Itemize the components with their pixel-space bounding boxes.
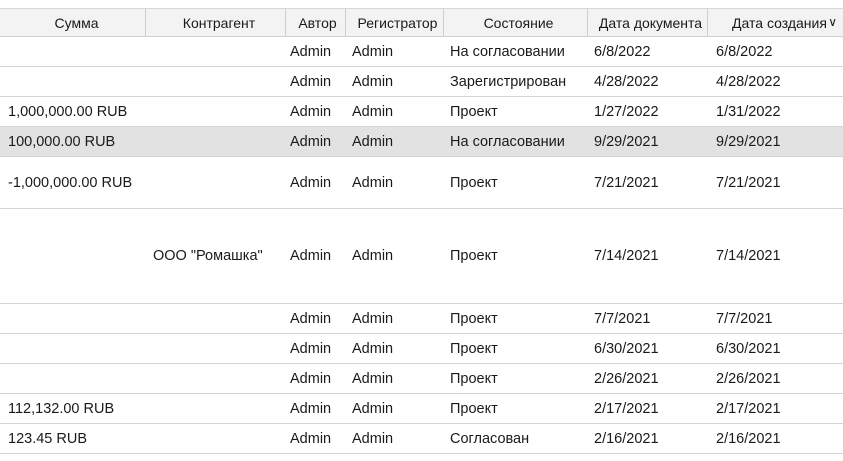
cell-doc-date: 7/7/2021 [594, 310, 651, 327]
cell-doc-date: 2/17/2021 [594, 400, 659, 417]
cell-registrar: Admin [352, 340, 394, 357]
cell-created-date: 1/31/2022 [716, 103, 781, 120]
cell-doc-date: 7/14/2021 [594, 248, 659, 264]
column-header-created-date[interactable]: Дата создания ∨ [708, 9, 843, 36]
cell-author: Admin [290, 133, 332, 150]
table-row[interactable]: 1,000,000.00 RUB Admin Admin Проект 1/27/202… [0, 97, 843, 127]
cell-author: Admin [290, 310, 332, 327]
cell-registrar: Admin [352, 310, 394, 327]
cell-doc-date: 6/8/2022 [594, 43, 651, 60]
cell-registrar: Admin [352, 73, 394, 90]
cell-author: Admin [290, 400, 332, 417]
table-row[interactable]: Admin Admin Проект 7/7/2021 7/7/2021 [0, 304, 843, 334]
cell-registrar: Admin [352, 174, 394, 191]
cell-created-date: 7/14/2021 [716, 248, 781, 264]
cell-status: На согласовании [450, 133, 565, 150]
cell-doc-date: 9/29/2021 [594, 133, 659, 150]
cell-created-date: 7/7/2021 [716, 310, 773, 327]
column-header-doc-date[interactable]: Дата документа [588, 9, 708, 36]
cell-status: Проект [450, 370, 498, 387]
table-row[interactable]: -1,000,000.00 RUB Admin Admin Проект 7/21/20… [0, 157, 843, 209]
column-header-label: Контрагент [182, 14, 256, 31]
cell-counterparty: ООО "Ромашка" [153, 248, 263, 264]
cell-registrar: Admin [352, 430, 394, 447]
column-header-label: Автор [298, 14, 337, 31]
column-header-label: Дата документа [598, 14, 703, 31]
table-row[interactable]: 123.45 RUB Admin Admin Согласован 2/16/2021 2… [0, 424, 843, 454]
column-header-label: Дата создания [732, 14, 827, 31]
cell-doc-date: 2/26/2021 [594, 370, 659, 387]
table-row[interactable]: 112,132.00 RUB Admin Admin Проект 2/17/2021 2… [0, 394, 843, 424]
cell-created-date: 6/30/2021 [716, 340, 781, 357]
cell-author: Admin [290, 174, 332, 191]
cell-sum: 100,000.00 RUB [8, 133, 116, 150]
column-header-counterparty[interactable]: Контрагент [146, 9, 286, 36]
table-row[interactable]: Admin Admin Зарегистрирован 4/28/2022 4/28/2… [0, 67, 843, 97]
cell-created-date: 4/28/2022 [716, 73, 781, 90]
cell-status: Зарегистрирован [450, 73, 567, 90]
grid-body: Admin Admin На согласовании 6/8/2022 6/8/202… [0, 37, 843, 454]
column-header-sum[interactable]: Сумма [0, 9, 146, 36]
cell-doc-date: 4/28/2022 [594, 73, 659, 90]
column-header-label: Состояние [483, 14, 554, 31]
cell-author: Admin [290, 430, 332, 447]
cell-registrar: Admin [352, 103, 394, 120]
cell-author: Admin [290, 43, 332, 60]
cell-doc-date: 2/16/2021 [594, 430, 659, 447]
column-header-label: Регистратор [357, 14, 438, 31]
cell-created-date: 9/29/2021 [716, 133, 781, 150]
table-row[interactable]: Admin Admin Проект 6/30/2021 6/30/2021 [0, 334, 843, 364]
cell-registrar: Admin [352, 370, 394, 387]
cell-registrar: Admin [352, 248, 394, 264]
cell-author: Admin [290, 340, 332, 357]
cell-registrar: Admin [352, 43, 394, 60]
cell-created-date: 6/8/2022 [716, 43, 773, 60]
cell-sum: 1,000,000.00 RUB [8, 103, 128, 120]
cell-status: Согласован [450, 430, 530, 447]
column-header-status[interactable]: Состояние [444, 9, 588, 36]
cell-status: Проект [450, 103, 498, 120]
chevron-down-icon[interactable]: ∨ [828, 15, 837, 29]
cell-created-date: 2/26/2021 [716, 370, 781, 387]
cell-registrar: Admin [352, 133, 394, 150]
cell-author: Admin [290, 370, 332, 387]
cell-doc-date: 7/21/2021 [594, 174, 659, 191]
cell-author: Admin [290, 248, 332, 264]
cell-doc-date: 1/27/2022 [594, 103, 659, 120]
cell-status: Проект [450, 340, 498, 357]
cell-created-date: 2/16/2021 [716, 430, 781, 447]
column-header-author[interactable]: Автор [286, 9, 346, 36]
cell-created-date: 7/21/2021 [716, 174, 781, 191]
cell-author: Admin [290, 103, 332, 120]
cell-doc-date: 6/30/2021 [594, 340, 659, 357]
table-row[interactable]: Admin Admin На согласовании 6/8/2022 6/8/202… [0, 37, 843, 67]
table-row[interactable]: ООО "Ромашка" Admin Admin Проект 7/14/2021 7/… [0, 209, 843, 304]
cell-status: Проект [450, 310, 498, 327]
cell-status: На согласовании [450, 43, 565, 60]
cell-registrar: Admin [352, 400, 394, 417]
cell-status: Проект [450, 174, 498, 191]
cell-status: Проект [450, 248, 498, 264]
documents-grid: Сумма Контрагент Автор Регистратор Состояние… [0, 8, 843, 454]
cell-sum: -1,000,000.00 RUB [8, 174, 133, 191]
cell-status: Проект [450, 400, 498, 417]
column-header-registrar[interactable]: Регистратор [346, 9, 444, 36]
table-row[interactable]: 100,000.00 RUB Admin Admin На согласовании 9… [0, 127, 843, 157]
column-header-label: Сумма [54, 14, 99, 31]
table-row[interactable]: Admin Admin Проект 2/26/2021 2/26/2021 [0, 364, 843, 394]
grid-header: Сумма Контрагент Автор Регистратор Состояние… [0, 8, 843, 37]
cell-author: Admin [290, 73, 332, 90]
cell-created-date: 2/17/2021 [716, 400, 781, 417]
cell-sum: 123.45 RUB [8, 430, 87, 447]
cell-sum: 112,132.00 RUB [8, 400, 115, 417]
